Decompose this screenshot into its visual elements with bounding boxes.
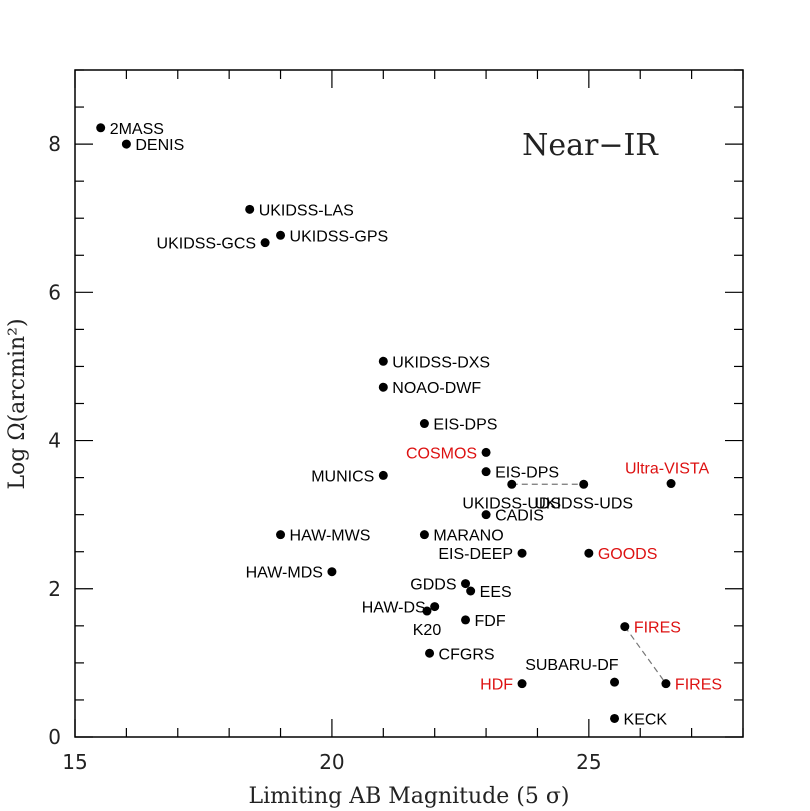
x-tick-label: 20	[319, 750, 344, 774]
point-label: HAW-MDS	[246, 565, 323, 582]
x-tick-label: 15	[62, 750, 87, 774]
point-label: MUNICS	[311, 468, 374, 485]
data-point	[517, 679, 527, 689]
data-point	[260, 238, 270, 248]
data-point	[430, 602, 440, 612]
data-point	[378, 356, 388, 366]
point-label: MARANO	[433, 528, 503, 545]
point-label: KECK	[624, 711, 668, 728]
data-point	[425, 648, 435, 658]
point-label: FIRES	[675, 677, 722, 694]
data-point	[579, 479, 589, 489]
x-tick-label: 25	[576, 750, 601, 774]
point-label: UKIDSS-UDS	[534, 495, 633, 512]
data-point	[461, 579, 471, 589]
data-point	[96, 123, 106, 133]
connector-line	[624, 626, 667, 684]
point-label: EIS-DEEP	[438, 546, 513, 563]
point-label: GDDS	[410, 577, 456, 594]
point-label: SUBARU-DF	[525, 657, 619, 674]
chart-title: Near−IR	[522, 128, 659, 163]
point-label: UKIDSS-UDS	[462, 495, 561, 512]
point-label: Ultra-VISTA	[625, 461, 709, 478]
point-label: UKIDSS-DXS	[392, 354, 490, 371]
point-label: EIS-DPS	[495, 465, 559, 482]
data-point	[276, 530, 286, 540]
point-label: FIRES	[634, 620, 681, 637]
data-point	[378, 470, 388, 480]
data-point	[245, 204, 255, 214]
data-point	[481, 510, 491, 520]
point-label: UKIDSS-LAS	[259, 202, 354, 219]
point-label: EIS-DPS	[433, 417, 497, 434]
y-tick-label: 6	[48, 280, 61, 304]
data-point	[610, 677, 620, 687]
point-label: NOAO-DWF	[392, 380, 481, 397]
data-point	[507, 479, 517, 489]
point-label: HAW-MWS	[290, 528, 371, 545]
data-point	[419, 419, 429, 429]
y-tick-label: 4	[48, 429, 61, 453]
point-label: HDF	[480, 677, 513, 694]
y-axis-label: Log Ω(arcmin²)	[5, 318, 30, 489]
data-point	[121, 139, 131, 149]
plot-frame	[74, 69, 744, 738]
data-point	[327, 567, 337, 577]
data-point	[517, 548, 527, 558]
x-axis-label: Limiting AB Magnitude (5 σ)	[249, 784, 570, 809]
data-point	[666, 479, 676, 489]
point-label: GOODS	[598, 546, 658, 563]
point-label: CADIS	[495, 508, 544, 525]
y-tick-label: 8	[48, 132, 61, 156]
point-label: HAW-DS	[362, 600, 426, 617]
connector-lines	[511, 483, 667, 684]
point-label: UKIDSS-GPS	[290, 228, 389, 245]
data-point	[584, 548, 594, 558]
data-points	[96, 123, 676, 723]
point-label: COSMOS	[406, 445, 477, 462]
data-point	[419, 530, 429, 540]
data-point	[378, 382, 388, 392]
point-label: K20	[413, 622, 442, 639]
data-point	[610, 713, 620, 723]
point-label: CFGRS	[439, 646, 495, 663]
data-point	[481, 467, 491, 477]
data-point	[276, 230, 286, 240]
data-point	[422, 606, 432, 616]
data-point	[461, 615, 471, 625]
point-label: FDF	[475, 613, 506, 630]
y-tick-label: 2	[48, 577, 61, 601]
point-label: EES	[480, 584, 512, 601]
point-label: DENIS	[135, 137, 184, 154]
data-point	[466, 586, 476, 596]
y-tick-label: 0	[48, 725, 61, 749]
data-point	[661, 679, 671, 689]
data-point	[481, 447, 491, 457]
data-point	[620, 622, 630, 632]
point-label: UKIDSS-GCS	[157, 236, 257, 253]
tick-labels: 15 20 25 0 2 4 6 8	[48, 132, 601, 774]
point-label: 2MASS	[110, 121, 164, 138]
axis-ticks	[74, 69, 744, 738]
